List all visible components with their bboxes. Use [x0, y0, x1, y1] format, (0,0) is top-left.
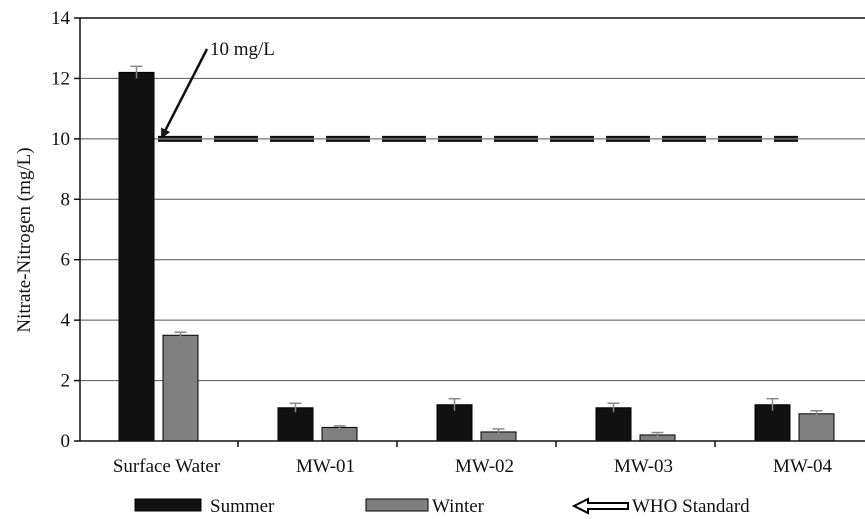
- legend-swatch-who-standard: [571, 497, 629, 515]
- legend-label-winter: Winter: [432, 496, 485, 517]
- y-tick-label: 2: [61, 371, 71, 392]
- bar-winter: [162, 334, 199, 442]
- y-tick-label: 10: [51, 129, 70, 150]
- y-tick-labels: 0 2 4 6 8 10 12 14: [51, 8, 71, 452]
- legend-label-summer: Summer: [210, 496, 275, 517]
- axes: [79, 17, 865, 442]
- category-label: MW-03: [614, 456, 673, 477]
- annotation-arrow: [160, 48, 209, 139]
- y-tick-label: 6: [61, 250, 71, 271]
- category-label: MW-01: [296, 456, 355, 477]
- category-label: MW-04: [773, 456, 833, 477]
- bar-summer: [277, 407, 314, 442]
- legend-swatch-winter: [365, 498, 429, 512]
- y-tick-label: 4: [61, 310, 71, 331]
- bar-winter: [321, 426, 358, 442]
- y-axis-label: Nitrate-Nitrogen (mg/L): [14, 147, 35, 332]
- y-tick-label: 14: [51, 8, 71, 29]
- y-tick-label: 0: [61, 431, 71, 452]
- annotation: 10 mg/L: [160, 39, 275, 139]
- category-label: MW-02: [455, 456, 514, 477]
- legend-swatch-summer: [134, 498, 202, 512]
- bars: [118, 65, 835, 447]
- bar-winter: [798, 413, 835, 442]
- category-labels: Surface Water MW-01 MW-02 MW-03 MW-04: [113, 456, 833, 477]
- legend-label-who-standard: WHO Standard: [632, 496, 750, 517]
- y-tick-label: 8: [61, 189, 71, 210]
- bar-summer: [595, 407, 632, 442]
- category-label: Surface Water: [113, 456, 221, 477]
- annotation-label: 10 mg/L: [210, 39, 275, 60]
- legend: Summer Winter WHO Standard: [134, 496, 750, 517]
- y-tick-label: 12: [51, 68, 70, 89]
- bar-summer: [118, 71, 155, 442]
